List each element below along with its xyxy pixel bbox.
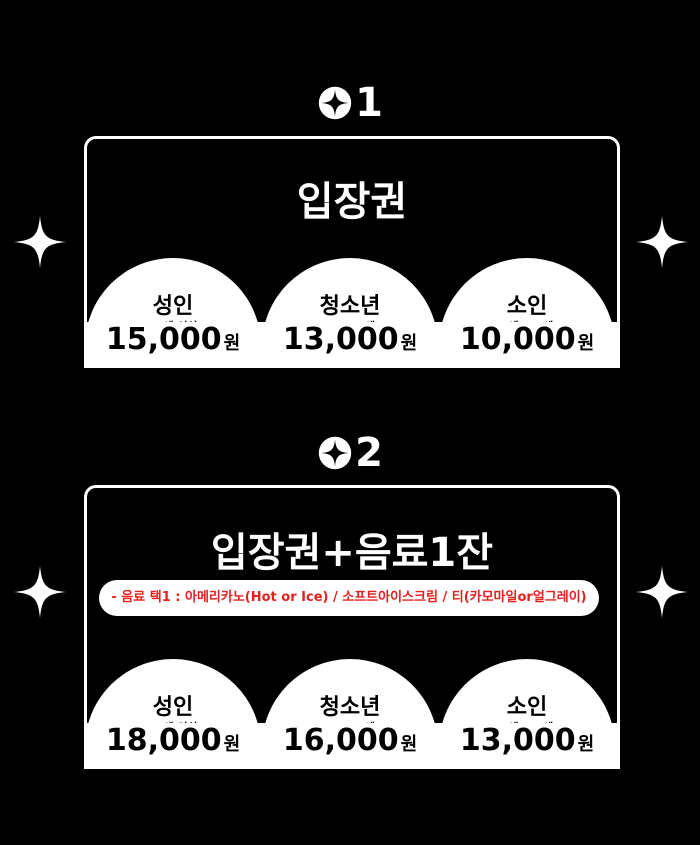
- tier-label: 성인: [152, 294, 194, 319]
- price-child: 13,000 원: [459, 723, 595, 758]
- drink-options-note: - 음료 택1 : 아메리카노(Hot or Ice) / 소프트아이스크림 /…: [99, 580, 599, 616]
- sparkle-icon: [12, 564, 68, 620]
- ticket-card-2: 입장권+음료1잔 - 음료 택1 : 아메리카노(Hot or Ice) / 소…: [84, 485, 620, 769]
- price-youth: 16,000 원: [282, 723, 418, 758]
- ticket-card-1: 입장권 성인 (20세 이상) 청소년 (14~19세) 소인 (8세~13세)…: [84, 136, 620, 368]
- price-child: 10,000 원: [459, 322, 595, 357]
- price-band: [87, 322, 617, 368]
- four-point-star-circle-icon: [318, 436, 352, 470]
- section2-number-text: 2: [355, 430, 383, 476]
- tier-label: 청소년: [319, 695, 381, 720]
- sparkle-icon: [634, 214, 690, 270]
- section1-number-text: 1: [355, 80, 383, 126]
- price-youth: 13,000 원: [282, 322, 418, 357]
- price-row: 15,000 원 13,000 원 10,000 원: [87, 322, 617, 362]
- price-adult: 15,000 원: [105, 322, 241, 357]
- sparkle-icon: [12, 214, 68, 270]
- tier-label: 성인: [152, 695, 194, 720]
- section1-number: 1: [0, 78, 700, 128]
- price-band: [87, 723, 617, 769]
- card2-title: 입장권+음료1잔: [210, 530, 494, 576]
- four-point-star-circle-icon: [318, 86, 352, 120]
- sparkle-icon: [634, 564, 690, 620]
- tier-label: 청소년: [319, 294, 381, 319]
- price-adult: 18,000 원: [105, 723, 241, 758]
- section2-number: 2: [0, 428, 700, 478]
- tier-label: 소인: [506, 294, 548, 319]
- price-row: 18,000 원 16,000 원 13,000 원: [87, 723, 617, 763]
- card1-title: 입장권: [296, 179, 408, 225]
- tier-label: 소인: [506, 695, 548, 720]
